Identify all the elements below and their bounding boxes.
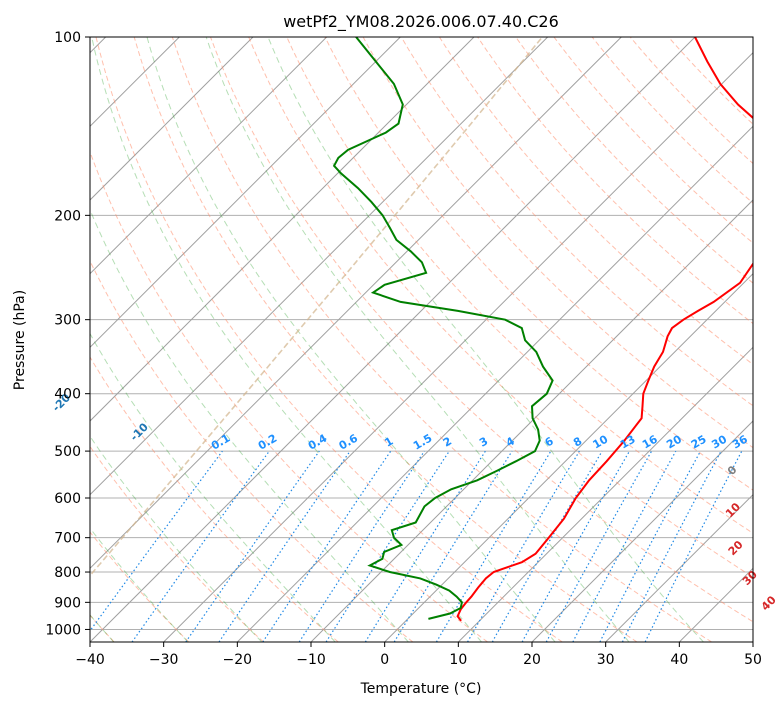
dewpoint-line	[332, 37, 554, 620]
x-tick-label: −10	[296, 652, 326, 668]
moist-adiabat-line	[90, 208, 409, 642]
isotherm-line	[531, 420, 753, 642]
mixing-ratio-line	[393, 450, 513, 642]
moist-adiabat-line	[267, 37, 704, 642]
y-tick-label: 500	[54, 444, 81, 460]
x-tick-label: 20	[523, 652, 541, 668]
mixing-ratio-line	[218, 450, 351, 642]
x-tick-label: 30	[597, 652, 615, 668]
x-tick-label: 0	[380, 652, 389, 668]
chart-title: wetPf2_YM08.2026.006.07.40.C26	[283, 12, 559, 32]
isotherm-line	[90, 37, 328, 275]
dry-adiabat-line	[438, 37, 753, 366]
isotherm-line	[605, 493, 753, 642]
moist-adiabat-line	[90, 435, 263, 642]
isotherm-line	[457, 346, 753, 642]
dry-adiabat-line	[133, 37, 638, 642]
y-tick-label: 700	[54, 531, 81, 547]
dry-adiabat-line	[400, 37, 753, 407]
dry-adiabat-line	[90, 531, 190, 642]
isotherm-line	[90, 37, 622, 570]
x-tick-label: −20	[223, 652, 253, 668]
isotherm-line	[90, 37, 401, 349]
data-layer	[332, 37, 753, 622]
moist-adiabat-line	[205, 37, 630, 642]
y-tick-label: 1000	[45, 622, 81, 638]
axis-layer: −40 −30 −20 −10 0 10 20 30 40 50 100 200 300 400 500 60…	[45, 30, 762, 668]
x-tick-label: 10	[449, 652, 467, 668]
isotherm-line	[384, 272, 753, 642]
y-tick-label: 900	[54, 595, 81, 611]
plot-frame	[89, 36, 754, 643]
isotherm-line	[90, 37, 254, 201]
y-tick-label: 300	[54, 313, 81, 329]
grid-layer	[90, 37, 753, 642]
isotherm-line	[90, 37, 696, 642]
y-tick-label: 100	[54, 30, 81, 46]
x-tick-label: −30	[149, 652, 179, 668]
x-tick-label: 50	[744, 652, 762, 668]
mixing-ratio-line	[545, 450, 653, 642]
mixing-ratio-line	[298, 450, 425, 642]
mixing-ratio-line	[644, 450, 743, 642]
mixing-ratio-line	[572, 450, 677, 642]
dry-adiabat-line	[95, 37, 563, 642]
mixing-ratio-line	[325, 450, 450, 642]
dry-adiabat-line	[171, 37, 712, 642]
isotherm-line	[90, 37, 549, 496]
x-axis-title: Temperature (°C)	[360, 681, 482, 697]
y-axis-title: Pressure (hPa)	[12, 290, 28, 390]
dry-adiabat-line	[90, 150, 488, 642]
dry-adiabat-line	[90, 356, 339, 642]
x-tick-label: −40	[75, 652, 105, 668]
temperature-line	[456, 37, 753, 622]
y-tick-label: 600	[54, 491, 81, 507]
y-tick-label: 800	[54, 565, 81, 581]
dry-adiabat-line	[515, 37, 753, 284]
dry-adiabat-line	[210, 37, 753, 623]
dry-adiabat-line	[324, 37, 753, 491]
mixing-ratio-line	[131, 450, 270, 642]
dry-adiabat-line	[90, 445, 264, 642]
x-tick-label: 40	[670, 652, 688, 668]
isotherm-line	[163, 51, 753, 642]
mixing-ratio-line	[90, 450, 223, 632]
y-tick-label: 200	[54, 208, 81, 224]
reference-curve	[90, 37, 543, 577]
mixing-ratio-line	[185, 450, 320, 642]
dry-adiabat-line	[90, 259, 414, 642]
mixing-ratio-line	[521, 450, 631, 642]
y-tick-label: 400	[54, 387, 81, 403]
isotherm-line	[236, 125, 753, 642]
moist-adiabat-line	[91, 37, 482, 642]
moist-adiabat-line	[146, 37, 556, 642]
mixing-ratio-line	[262, 450, 392, 642]
